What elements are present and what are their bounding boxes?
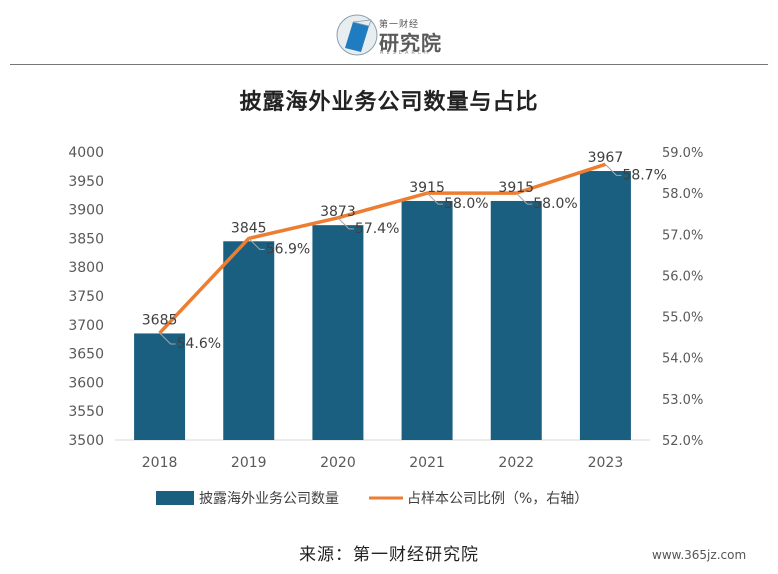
line-label-leader [248,238,265,250]
bar [223,241,275,440]
y-left-tick-label: 3750 [68,289,104,305]
x-tick-label: 2023 [588,455,624,471]
series-line [158,162,606,335]
logo-main-text: 研究院 [379,31,442,55]
y-right-tick-label: 57.0% [662,228,703,243]
logo-en-text: RESEARCH [380,50,431,56]
y-left-tick-label: 3550 [68,404,104,420]
bar [312,225,364,440]
logo [335,10,455,60]
y-left-tick-label: 3850 [68,231,104,247]
y-left-tick-label: 3900 [68,203,104,219]
legend: 披露海外业务公司数量 占样本公司比例（%，右轴） [156,491,588,507]
line-label-leader [426,192,444,205]
bar-data-label: 3915 [409,180,445,196]
source-note: 来源：第一财经研究院 [299,545,479,565]
line-data-label: 54.6% [177,336,221,352]
line-data-label: 56.9% [266,241,310,257]
y-left-tick-label: 3600 [68,375,104,391]
bar [401,200,453,440]
bar-data-label: 3845 [231,220,267,236]
logo-mark-icon [336,14,378,56]
watermark: www.365jz.com [652,548,747,562]
y-left-tick-label: 3700 [68,318,104,334]
y-left-tick-label: 3500 [68,433,104,449]
x-tick-label: 2018 [142,455,178,471]
line-label-leader [337,217,354,230]
bar-data-label: 3967 [588,150,624,166]
line-data-label: 58.0% [533,196,577,212]
y-right-tick-label: 59.0% [662,146,703,161]
y-left-tick-label: 3950 [68,174,104,190]
y-left-tick-label: 3650 [68,347,104,363]
bar-data-label: 3873 [320,204,356,220]
bar-data-label: 3915 [498,180,534,196]
y-left-tick-label: 3800 [68,260,104,276]
line-data-label: 58.7% [622,167,666,183]
x-tick-label: 2022 [498,455,534,471]
y-left-tick-label: 4000 [68,145,104,161]
bar [134,333,186,440]
y-right-tick-label: 56.0% [662,269,703,284]
legend-line-label: 占样本公司比例（%，右轴） [407,491,588,507]
y-right-tick-label: 55.0% [662,311,703,326]
legend-bar-label: 披露海外业务公司数量 [199,491,339,507]
plot-area: 3500 3550 3600 3650 3700 3750 3800 3850 3900 3950… [68,145,703,471]
x-tick-label: 2019 [231,455,267,471]
header-divider [10,64,768,65]
line-label-leader [605,163,622,176]
line-data-label: 58.0% [444,196,488,212]
y-right-tick-label: 58.0% [662,187,703,202]
y-right-tick-label: 52.0% [662,434,703,449]
line-label-leader [159,332,176,345]
x-tick-label: 2020 [320,455,356,471]
line-label-leader [515,192,533,205]
y-right-tick-label: 53.0% [662,393,703,408]
x-tick-label: 2021 [409,455,445,471]
bar [579,171,631,440]
y-right-tick-label: 54.0% [662,352,703,367]
chart-title: 披露海外业务公司数量与占比 [239,89,539,115]
bar-data-label: 3685 [142,312,178,328]
bar [490,200,542,440]
legend-bar-swatch [156,491,194,505]
logo-sub-text: 第一财经 [379,20,420,30]
line-data-label: 57.4% [355,221,399,237]
